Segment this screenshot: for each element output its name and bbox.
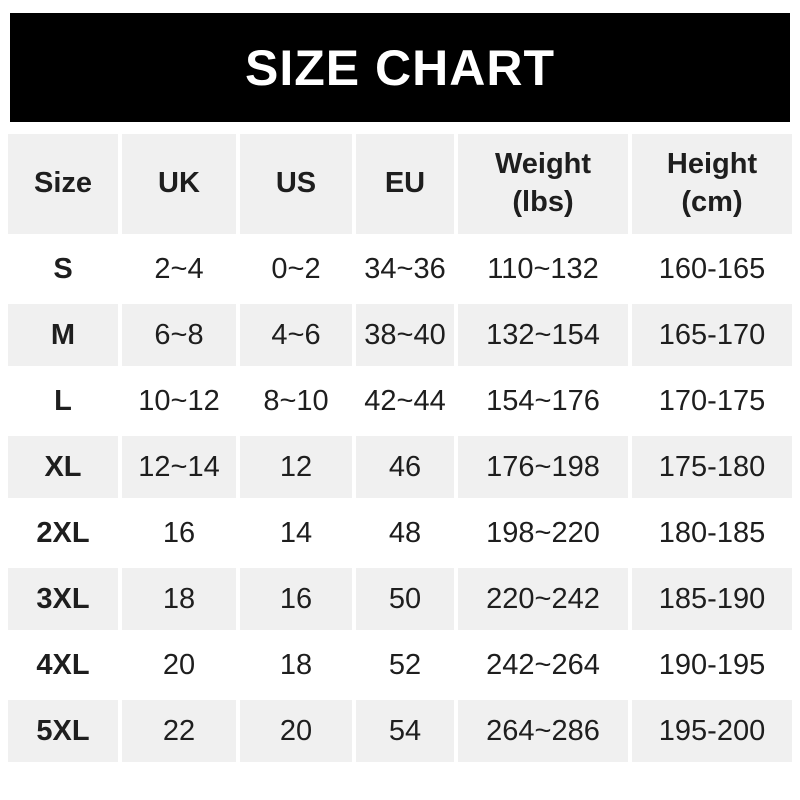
- cell-uk: 20: [122, 634, 236, 696]
- column-header-weight: Weight (lbs): [458, 134, 628, 234]
- cell-us: 18: [240, 634, 352, 696]
- cell-height: 165-170: [632, 304, 792, 366]
- size-chart-banner: SIZE CHART: [10, 13, 790, 122]
- cell-eu: 38~40: [356, 304, 454, 366]
- cell-us: 4~6: [240, 304, 352, 366]
- cell-uk: 10~12: [122, 370, 236, 432]
- cell-eu: 46: [356, 436, 454, 498]
- column-header-size: Size: [8, 134, 118, 234]
- cell-height: 170-175: [632, 370, 792, 432]
- table-row-2xl: 2XL 16 14 48 198~220 180-185: [8, 502, 792, 564]
- cell-weight: 176~198: [458, 436, 628, 498]
- cell-eu: 52: [356, 634, 454, 696]
- cell-height: 195-200: [632, 700, 792, 762]
- cell-uk: 22: [122, 700, 236, 762]
- cell-weight: 242~264: [458, 634, 628, 696]
- cell-size: L: [8, 370, 118, 432]
- cell-eu: 54: [356, 700, 454, 762]
- cell-size: S: [8, 238, 118, 300]
- cell-size: 3XL: [8, 568, 118, 630]
- cell-us: 12: [240, 436, 352, 498]
- cell-weight: 154~176: [458, 370, 628, 432]
- cell-size: M: [8, 304, 118, 366]
- cell-height: 160-165: [632, 238, 792, 300]
- column-header-height: Height (cm): [632, 134, 792, 234]
- cell-size: 5XL: [8, 700, 118, 762]
- cell-us: 20: [240, 700, 352, 762]
- column-header-us: US: [240, 134, 352, 234]
- cell-weight: 198~220: [458, 502, 628, 564]
- cell-weight: 110~132: [458, 238, 628, 300]
- cell-size: 4XL: [8, 634, 118, 696]
- cell-eu: 48: [356, 502, 454, 564]
- cell-eu: 42~44: [356, 370, 454, 432]
- table-header: Size UK US EU Weight (lbs) Height (cm): [8, 134, 792, 234]
- table-body: S 2~4 0~2 34~36 110~132 160-165 M 6~8 4~…: [8, 238, 792, 762]
- table-row-5xl: 5XL 22 20 54 264~286 195-200: [8, 700, 792, 762]
- table-row-3xl: 3XL 18 16 50 220~242 185-190: [8, 568, 792, 630]
- cell-uk: 16: [122, 502, 236, 564]
- cell-height: 190-195: [632, 634, 792, 696]
- cell-eu: 50: [356, 568, 454, 630]
- table-row-l: L 10~12 8~10 42~44 154~176 170-175: [8, 370, 792, 432]
- size-chart-table: Size UK US EU Weight (lbs) Height (cm) S…: [4, 130, 796, 766]
- cell-uk: 6~8: [122, 304, 236, 366]
- table-row-xl: XL 12~14 12 46 176~198 175-180: [8, 436, 792, 498]
- cell-height: 180-185: [632, 502, 792, 564]
- cell-size: XL: [8, 436, 118, 498]
- header-row: Size UK US EU Weight (lbs) Height (cm): [8, 134, 792, 234]
- size-chart-title: SIZE CHART: [245, 39, 555, 96]
- cell-uk: 2~4: [122, 238, 236, 300]
- cell-us: 0~2: [240, 238, 352, 300]
- cell-eu: 34~36: [356, 238, 454, 300]
- table-row-4xl: 4XL 20 18 52 242~264 190-195: [8, 634, 792, 696]
- column-header-uk: UK: [122, 134, 236, 234]
- cell-weight: 264~286: [458, 700, 628, 762]
- cell-us: 14: [240, 502, 352, 564]
- cell-uk: 12~14: [122, 436, 236, 498]
- cell-weight: 220~242: [458, 568, 628, 630]
- cell-us: 16: [240, 568, 352, 630]
- cell-size: 2XL: [8, 502, 118, 564]
- column-header-eu: EU: [356, 134, 454, 234]
- table-row-s: S 2~4 0~2 34~36 110~132 160-165: [8, 238, 792, 300]
- cell-us: 8~10: [240, 370, 352, 432]
- cell-height: 175-180: [632, 436, 792, 498]
- cell-height: 185-190: [632, 568, 792, 630]
- cell-uk: 18: [122, 568, 236, 630]
- table-row-m: M 6~8 4~6 38~40 132~154 165-170: [8, 304, 792, 366]
- cell-weight: 132~154: [458, 304, 628, 366]
